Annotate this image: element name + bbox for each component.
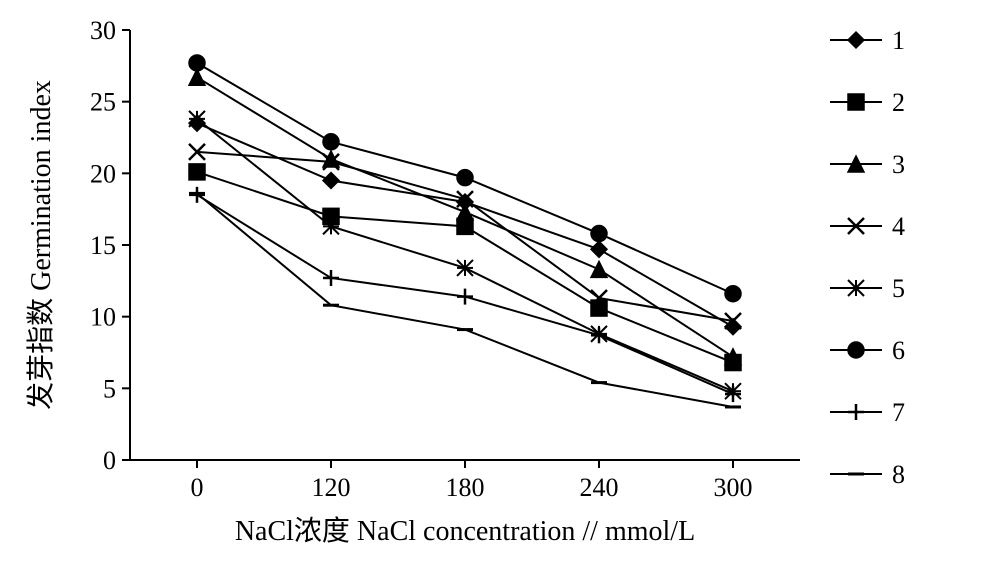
legend-label-6: 6	[892, 336, 905, 365]
y-tick-label: 0	[103, 446, 116, 475]
legend-label-4: 4	[892, 212, 905, 241]
marker-diamond	[848, 32, 864, 48]
y-tick-label: 15	[90, 231, 116, 260]
svg-text:发芽指数 Germination index: 发芽指数 Germination index	[25, 80, 57, 410]
x-axis-title: NaCl浓度 NaCl concentration // mmol/L	[235, 515, 695, 547]
marker-circle	[591, 226, 607, 242]
marker-square	[848, 94, 864, 110]
x-tick-label: 240	[580, 473, 619, 502]
legend-label-8: 8	[892, 460, 905, 489]
marker-circle	[323, 134, 339, 150]
y-tick-label: 10	[90, 303, 116, 332]
marker-plus	[591, 327, 607, 343]
x-tick-label: 180	[446, 473, 485, 502]
y-tick-label: 20	[90, 159, 116, 188]
y-tick-label: 25	[90, 88, 116, 117]
legend-label-3: 3	[892, 150, 905, 179]
marker-triangle	[591, 261, 607, 277]
marker-plus	[848, 404, 864, 420]
marker-triangle	[323, 151, 339, 167]
marker-circle	[189, 55, 205, 71]
y-tick-label: 30	[90, 16, 116, 45]
marker-diamond	[591, 241, 607, 257]
legend-label-2: 2	[892, 88, 905, 117]
series-line-5	[197, 119, 733, 391]
chart-svg: 0510152025300120180240300发芽指数 Germinatio…	[0, 0, 1000, 575]
x-tick-label: 300	[714, 473, 753, 502]
marker-star	[323, 218, 339, 234]
legend-label-7: 7	[892, 398, 905, 427]
x-tick-label: 0	[191, 473, 204, 502]
legend-label-5: 5	[892, 274, 905, 303]
marker-plus	[457, 289, 473, 305]
marker-circle	[725, 286, 741, 302]
marker-circle	[848, 342, 864, 358]
legend-label-1: 1	[892, 26, 905, 55]
marker-plus	[323, 270, 339, 286]
x-tick-label: 120	[312, 473, 351, 502]
marker-diamond	[323, 173, 339, 189]
marker-star	[457, 260, 473, 276]
marker-star	[189, 111, 205, 127]
marker-star	[848, 280, 864, 296]
y-tick-label: 5	[103, 374, 116, 403]
marker-square	[189, 164, 205, 180]
y-axis-title: 发芽指数 Germination index	[25, 80, 57, 410]
marker-circle	[457, 170, 473, 186]
